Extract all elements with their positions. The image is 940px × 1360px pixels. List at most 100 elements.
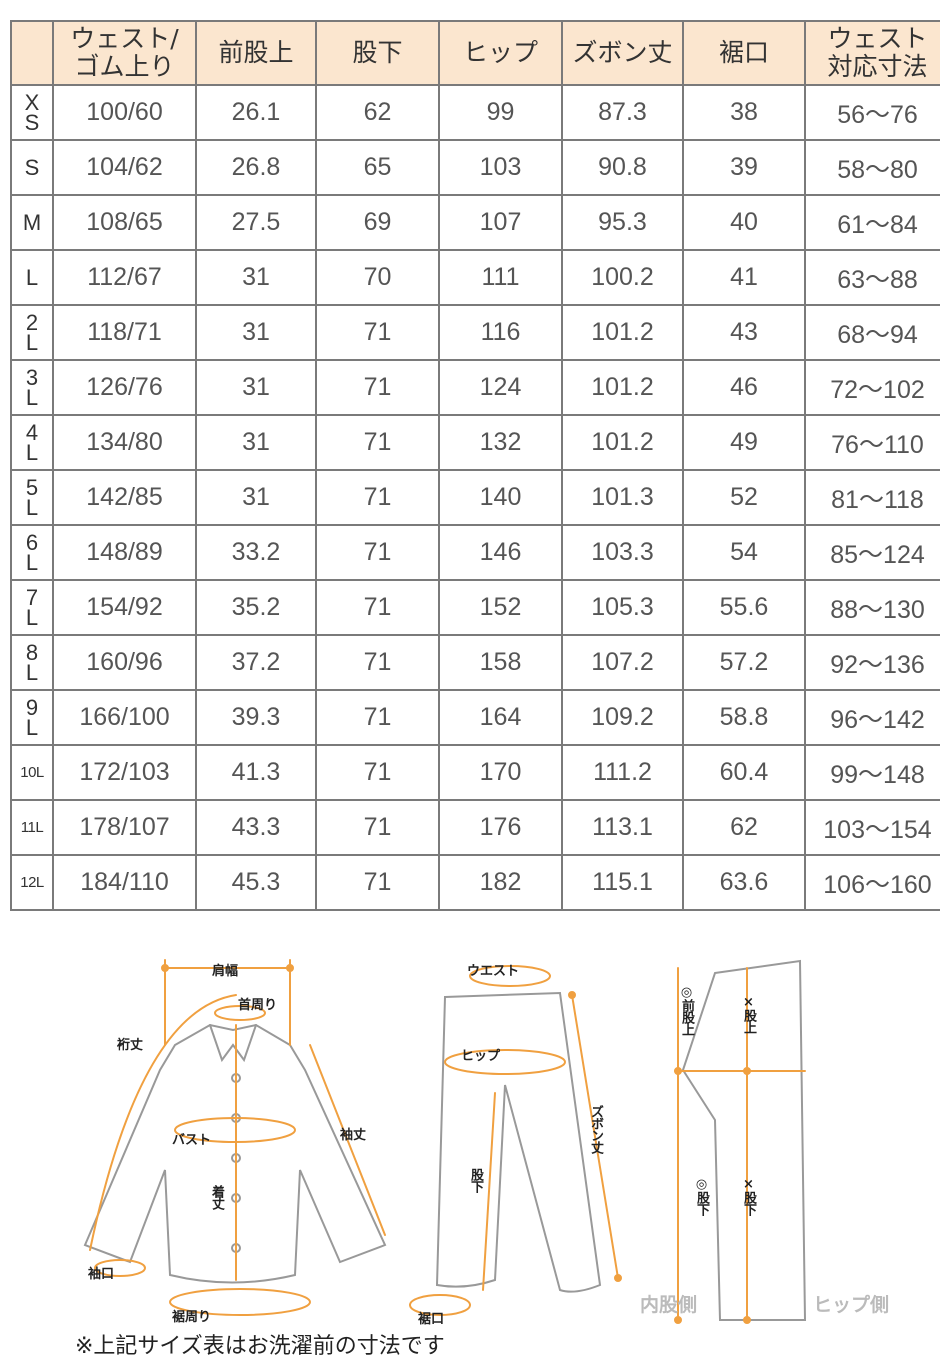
column-header: 前股上 bbox=[195, 20, 317, 86]
table-cell: 85～124 bbox=[804, 524, 940, 581]
table-cell: 100/60 bbox=[52, 84, 197, 141]
table-cell: 99 bbox=[438, 84, 563, 141]
size-label: M bbox=[10, 194, 54, 251]
table-cell: 61～84 bbox=[804, 194, 940, 251]
table-cell: 113.1 bbox=[561, 799, 684, 856]
label-yuki: 裄丈 bbox=[117, 1038, 144, 1053]
table-cell: 154/92 bbox=[52, 579, 197, 636]
table-cell: 111 bbox=[438, 249, 563, 306]
label-sleeve: 袖丈 bbox=[340, 1128, 367, 1143]
table-cell: 92～136 bbox=[804, 634, 940, 691]
table-row: 8 L 160/96 37.2 71 158 107.2 57.2 92～136 bbox=[10, 634, 940, 691]
measurement-diagram bbox=[83, 959, 807, 1324]
table-cell: 160/96 bbox=[52, 634, 197, 691]
table-cell: 107 bbox=[438, 194, 563, 251]
table-cell: 58.8 bbox=[682, 689, 806, 746]
table-cell: 105.3 bbox=[561, 579, 684, 636]
table-cell: 71 bbox=[315, 524, 440, 581]
table-cell: 101.2 bbox=[561, 304, 684, 361]
table-cell: 31 bbox=[195, 304, 317, 361]
table-cell: 55.6 bbox=[682, 579, 806, 636]
table-row: 11L 178/107 43.3 71 176 113.1 62 103～154 bbox=[10, 799, 940, 856]
table-cell: 108/65 bbox=[52, 194, 197, 251]
table-cell: 37.2 bbox=[195, 634, 317, 691]
table-cell: 62 bbox=[682, 799, 806, 856]
table-cell: 60.4 bbox=[682, 744, 806, 801]
table-cell: 71 bbox=[315, 854, 440, 911]
size-label: 10L bbox=[10, 744, 54, 801]
table-cell: 68～94 bbox=[804, 304, 940, 361]
table-cell: 109.2 bbox=[561, 689, 684, 746]
table-cell: 31 bbox=[195, 359, 317, 416]
label-inseam-x: ×股下 bbox=[741, 1177, 756, 1215]
column-header bbox=[10, 20, 54, 86]
label-neck: 首周り bbox=[238, 998, 278, 1013]
table-cell: 31 bbox=[195, 249, 317, 306]
table-cell: 54 bbox=[682, 524, 806, 581]
label-pants-hem: 裾口 bbox=[418, 1312, 445, 1327]
column-header: ヒップ bbox=[438, 20, 563, 86]
table-cell: 111.2 bbox=[561, 744, 684, 801]
table-cell: 71 bbox=[315, 359, 440, 416]
table-cell: 26.1 bbox=[195, 84, 317, 141]
table-cell: 146 bbox=[438, 524, 563, 581]
size-label: 11L bbox=[10, 799, 54, 856]
table-cell: 112/67 bbox=[52, 249, 197, 306]
table-cell: 170 bbox=[438, 744, 563, 801]
table-row: 4 L 134/80 31 71 132 101.2 49 76～110 bbox=[10, 414, 940, 471]
column-header: 股下 bbox=[315, 20, 440, 86]
table-cell: 56～76 bbox=[804, 84, 940, 141]
table-cell: 58～80 bbox=[804, 139, 940, 196]
table-cell: 31 bbox=[195, 469, 317, 526]
table-cell: 39 bbox=[682, 139, 806, 196]
table-cell: 63.6 bbox=[682, 854, 806, 911]
table-cell: 115.1 bbox=[561, 854, 684, 911]
table-cell: 63～88 bbox=[804, 249, 940, 306]
table-row: 6 L 148/89 33.2 71 146 103.3 54 85～124 bbox=[10, 524, 940, 581]
table-cell: 72～102 bbox=[804, 359, 940, 416]
table-cell: 46 bbox=[682, 359, 806, 416]
table-cell: 103～154 bbox=[804, 799, 940, 856]
table-cell: 33.2 bbox=[195, 524, 317, 581]
label-rise: ×股上 bbox=[741, 995, 756, 1033]
table-cell: 166/100 bbox=[52, 689, 197, 746]
table-cell: 40 bbox=[682, 194, 806, 251]
table-cell: 132 bbox=[438, 414, 563, 471]
table-cell: 43 bbox=[682, 304, 806, 361]
label-hip: ヒップ bbox=[461, 1049, 501, 1064]
table-cell: 69 bbox=[315, 194, 440, 251]
label-length: 着丈 bbox=[209, 1185, 224, 1209]
label-bust: バスト bbox=[172, 1133, 212, 1148]
table-cell: 100.2 bbox=[561, 249, 684, 306]
column-header: ズボン丈 bbox=[561, 20, 684, 86]
label-hem: 裾周り bbox=[172, 1310, 212, 1325]
table-cell: 164 bbox=[438, 689, 563, 746]
table-row: 7 L 154/92 35.2 71 152 105.3 55.6 88～130 bbox=[10, 579, 940, 636]
column-header: 裾口 bbox=[682, 20, 806, 86]
label-waist: ウエスト bbox=[467, 964, 520, 979]
label-inner-side: 内股側 bbox=[640, 1294, 698, 1316]
table-cell: 71 bbox=[315, 634, 440, 691]
table-cell: 101.3 bbox=[561, 469, 684, 526]
table-row: L 112/67 31 70 111 100.2 41 63～88 bbox=[10, 249, 940, 306]
footnote: ※上記サイズ表はお洗濯前の寸法です bbox=[75, 1334, 445, 1359]
table-cell: 134/80 bbox=[52, 414, 197, 471]
label-front-rise: ◎前股上 bbox=[679, 985, 694, 1035]
column-header: ウェスト/ ゴム上り bbox=[52, 20, 197, 86]
label-hip-side: ヒップ側 bbox=[813, 1294, 890, 1316]
table-cell: 95.3 bbox=[561, 194, 684, 251]
table-row: 5 L 142/85 31 71 140 101.3 52 81～118 bbox=[10, 469, 940, 526]
table-cell: 35.2 bbox=[195, 579, 317, 636]
table-cell: 71 bbox=[315, 469, 440, 526]
table-row: M 108/65 27.5 69 107 95.3 40 61～84 bbox=[10, 194, 940, 251]
table-cell: 126/76 bbox=[52, 359, 197, 416]
table-cell: 43.3 bbox=[195, 799, 317, 856]
table-cell: 178/107 bbox=[52, 799, 197, 856]
